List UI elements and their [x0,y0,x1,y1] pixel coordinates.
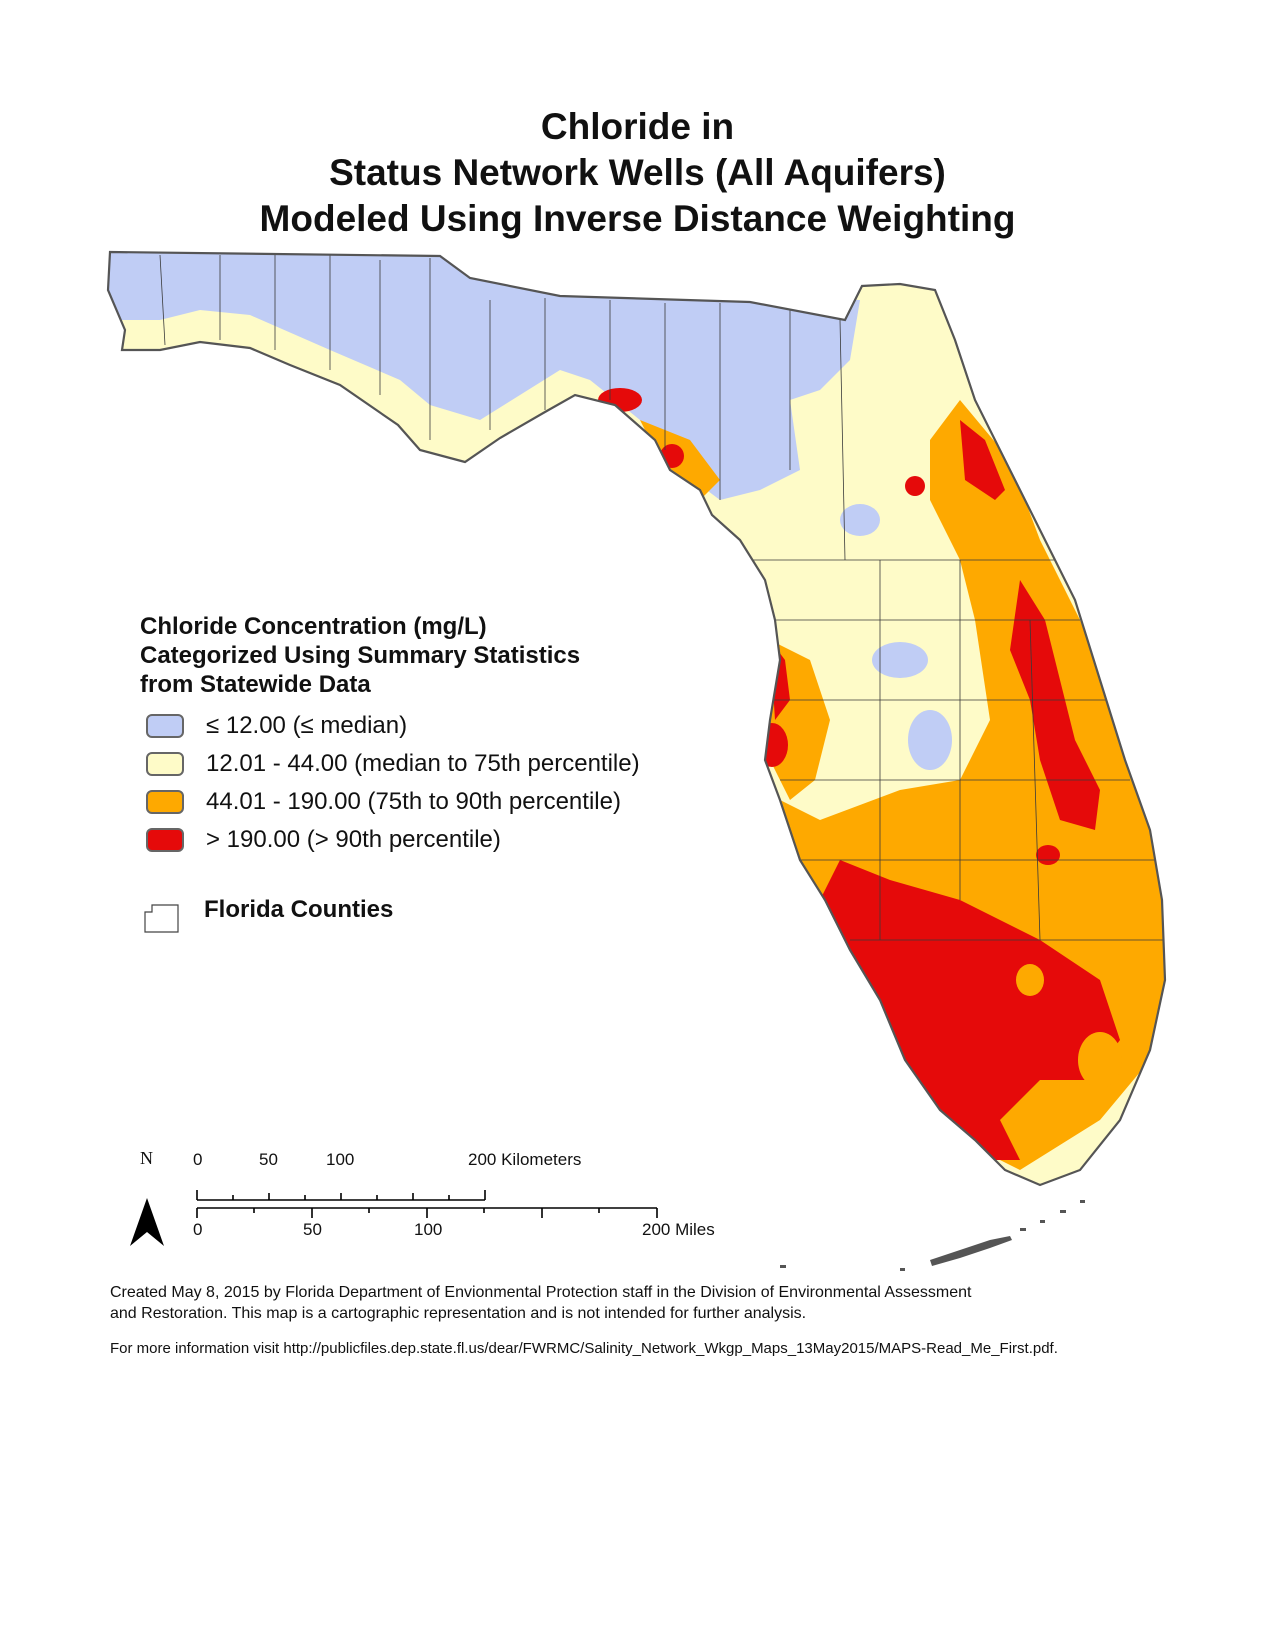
scale-km-100: 100 [326,1150,355,1169]
florida-keys [780,1200,1085,1271]
footnote-line-2: and Restoration. This map is a cartograp… [110,1305,807,1322]
scale-mi-0: 0 [193,1220,203,1239]
legend-label: > 190.00 (> 90th percentile) [206,826,501,853]
north-label: N [140,1148,153,1168]
legend-title-2: Categorized Using Summary Statistics [140,642,581,669]
class-gt190-south [820,860,1120,1160]
footnote-link[interactable]: For more information visit http://public… [110,1340,1058,1357]
legend: Chloride Concentration (mg/L) Categorize… [140,612,580,699]
title-line-1: Chloride in [540,106,735,147]
state-outline [106,250,1167,1187]
legend-counties-label: Florida Counties [204,896,394,923]
legend-swatch [146,752,184,776]
class-le12-patch [872,642,928,678]
class-le12-patch [908,710,952,770]
class-le12-patch [840,504,880,536]
footnote-line-1: Created May 8, 2015 by Florida Departmen… [110,1284,972,1301]
scale-km-200: 200 Kilometers [468,1150,582,1169]
title-line-2: Status Network Wells (All Aquifers) [329,152,946,193]
legend-swatch [146,714,184,738]
class-gt190-tampa [756,723,788,767]
class-gt190-spot [905,476,925,496]
class-gt190-northeast [960,420,1005,500]
legend-label: 12.01 - 44.00 (median to 75th percentile… [206,750,640,777]
scale-mi-50: 50 [303,1220,322,1239]
scale-km-0: 0 [193,1150,203,1169]
scale-km-50: 50 [259,1150,278,1169]
scale-bar-lines [196,1190,658,1218]
legend-swatch [146,828,184,852]
class-44-190-island [1016,964,1044,996]
map-title: Chloride in Status Network Wells (All Aq… [0,104,1275,242]
counties-swatch [144,904,179,933]
legend-title-1: Chloride Concentration (mg/L) [140,613,487,640]
scale-mi-200: 200 Miles [642,1220,715,1239]
legend-title-3: from Statewide Data [140,671,371,698]
county-boundaries [159,254,1165,941]
class-gt190-east [1010,580,1100,830]
legend-label: 44.01 - 190.00 (75th to 90th percentile) [206,788,621,815]
legend-label: ≤ 12.00 (≤ median) [206,712,408,739]
north-arrow-icon [130,1198,164,1246]
title-line-3: Modeled Using Inverse Distance Weighting [259,198,1016,239]
legend-swatch [146,790,184,814]
class-44-190-island [1078,1032,1122,1088]
class-gt190-spot [1036,845,1060,865]
scale-mi-100: 100 [414,1220,443,1239]
